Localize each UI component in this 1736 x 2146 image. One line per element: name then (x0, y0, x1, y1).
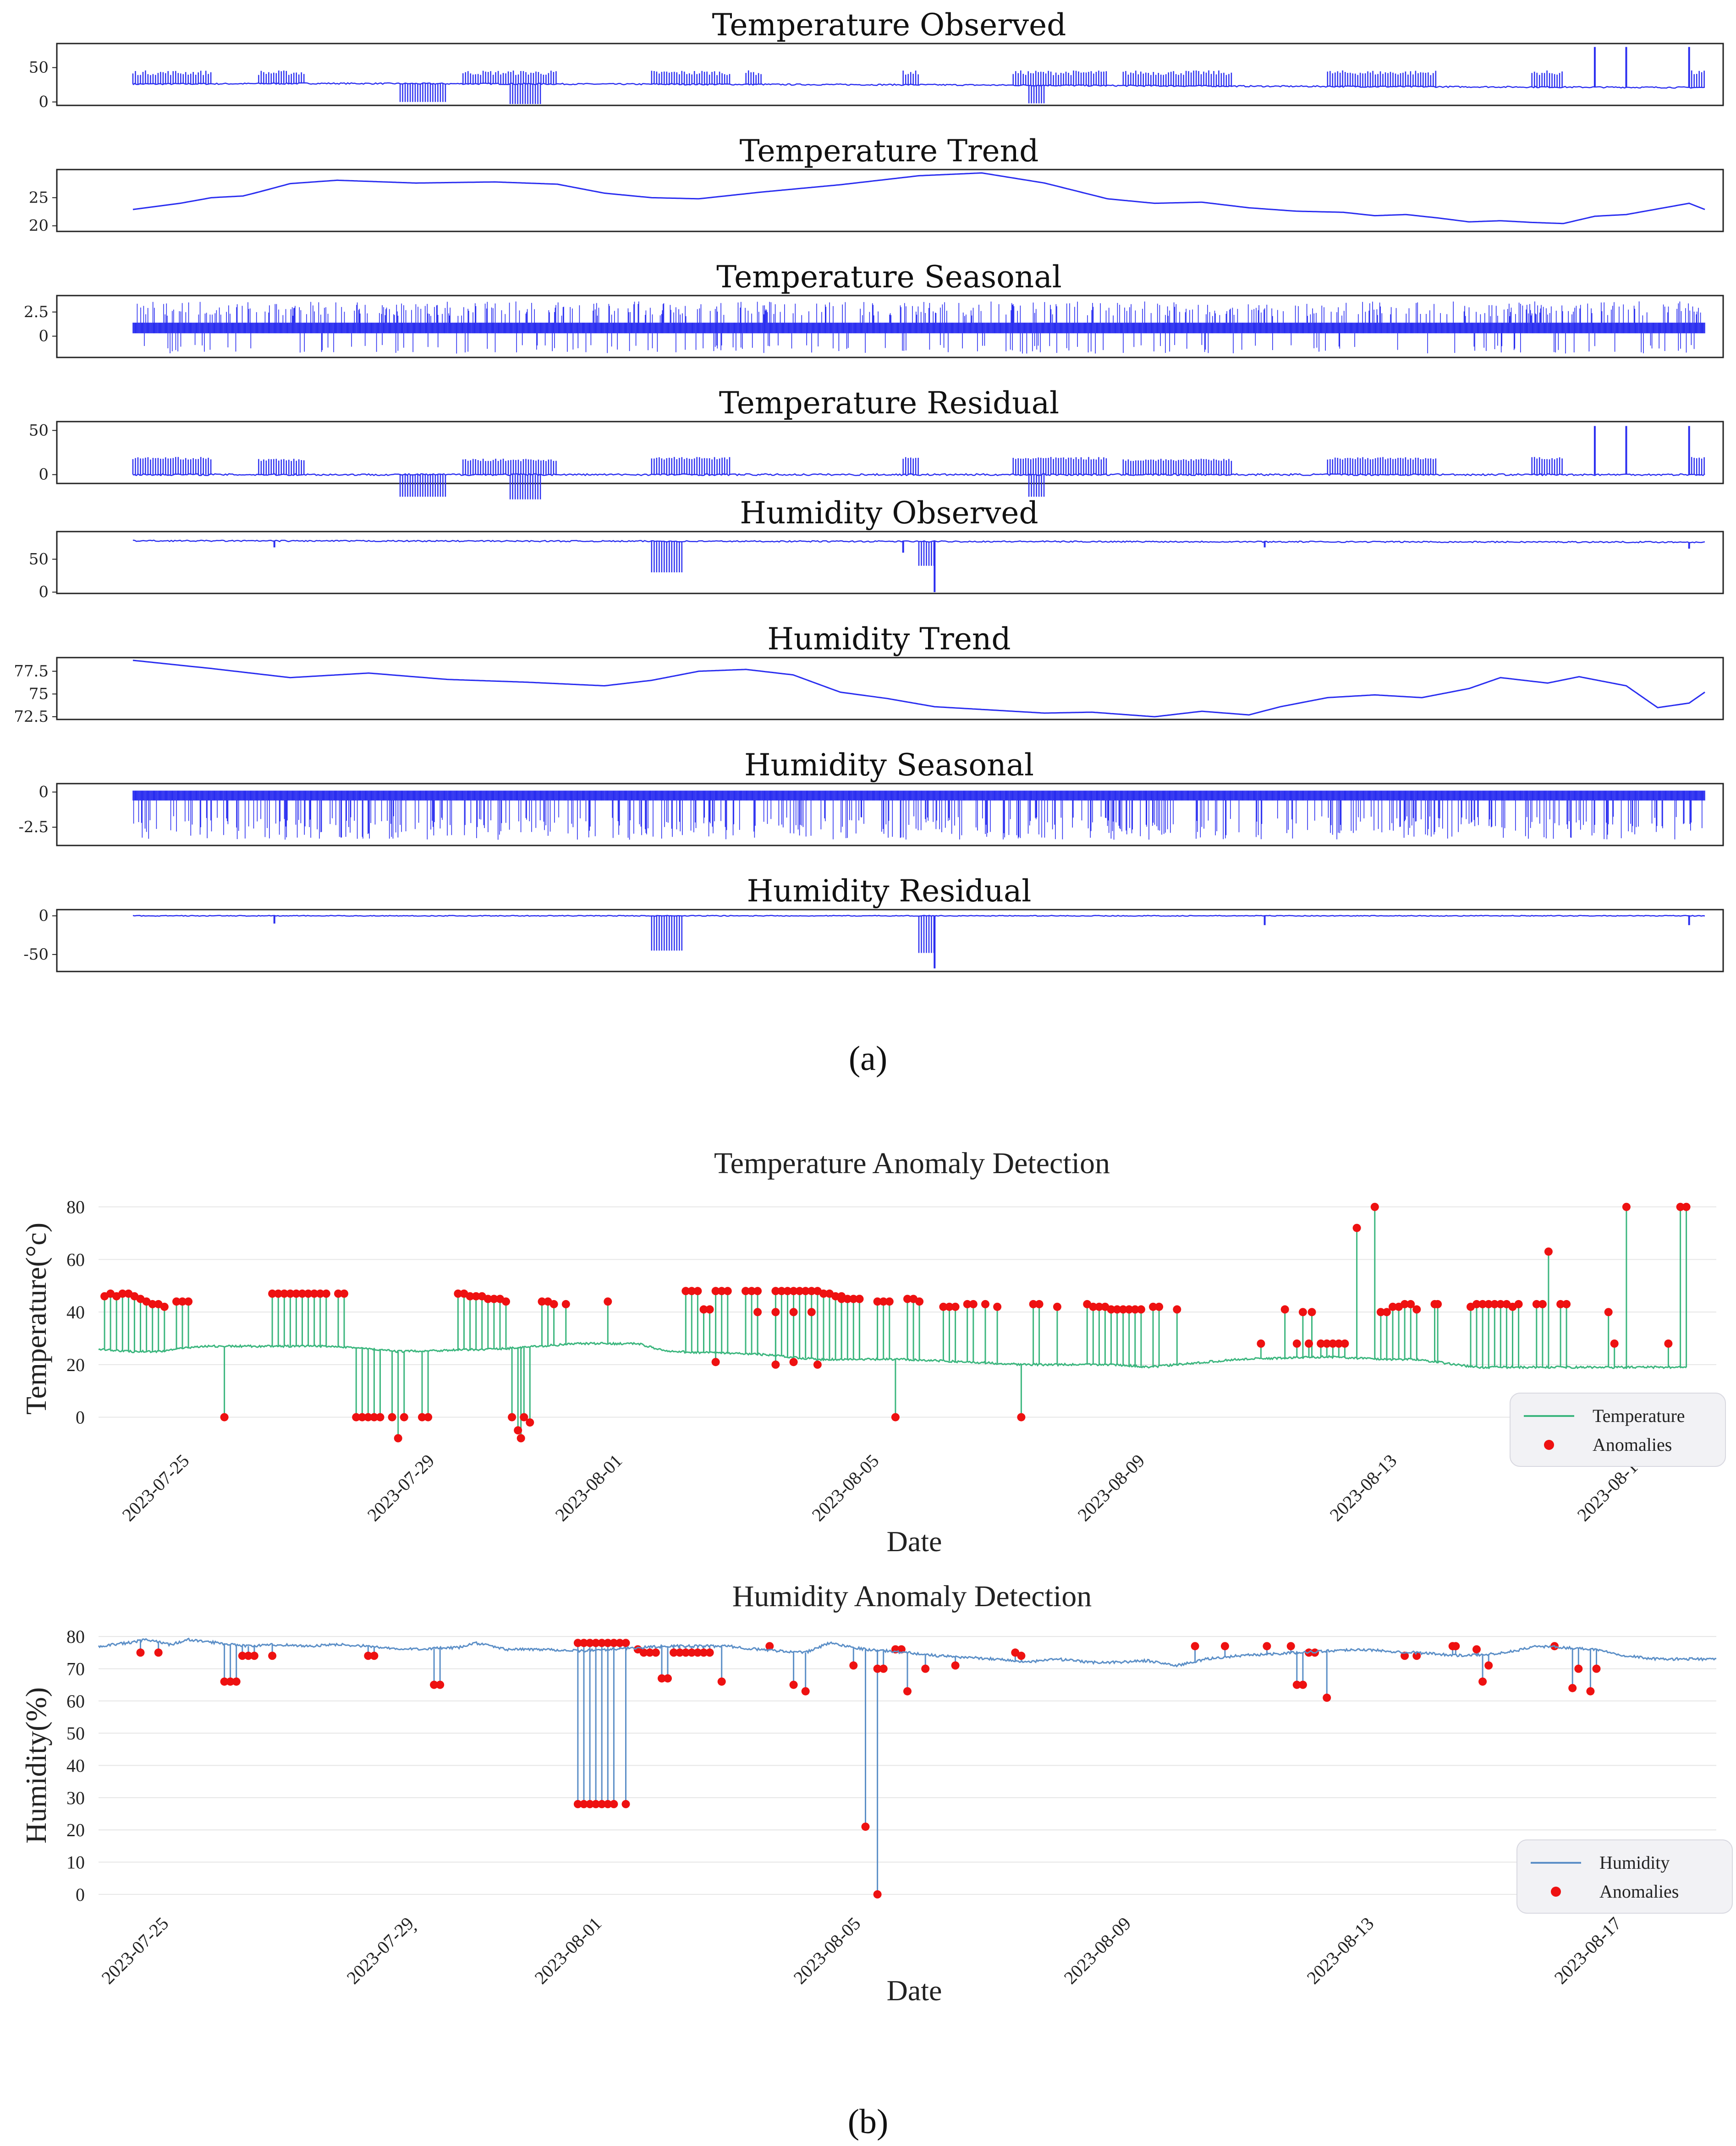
panel-frame (56, 421, 1724, 484)
y-tick-label: 77.5 (14, 662, 49, 681)
panel-title: Temperature Trend (740, 133, 1039, 169)
spike-group (132, 426, 1705, 499)
y-tick-label: 75 (29, 685, 49, 703)
panel-title: Humidity Seasonal (744, 747, 1034, 783)
panel-frame (56, 531, 1724, 594)
decomp-panel-2: Temperature Trend 20 25 (29, 133, 1724, 235)
panel-frame (56, 295, 1724, 358)
series-line (132, 82, 1705, 89)
y-tick-label: 50 (29, 550, 49, 568)
series-line (132, 473, 1705, 477)
decomp-panel-1: Temperature Observed 0 50 (29, 7, 1724, 111)
decomp-panel-7: Humidity Seasonal -2.5 0 (18, 747, 1724, 846)
y-tick-label: 2.5 (24, 303, 49, 321)
seasonal-spikes (132, 790, 1705, 840)
decomp-panel-3: Temperature Seasonal 0 2.5 (24, 259, 1724, 358)
y-tick-label: 0 (38, 466, 49, 484)
panel-title: Humidity Trend (767, 621, 1011, 657)
spike-group (132, 47, 1705, 104)
spike-group (273, 541, 1690, 593)
panel-frame (56, 783, 1724, 846)
figure-part-a: Temperature Observed 0 50 Temperature Trend… (14, 7, 1724, 972)
y-tick-label: -2.5 (18, 818, 49, 836)
y-tick-label: 0 (38, 93, 49, 111)
y-tick-label: 0 (38, 327, 49, 346)
y-tick-label: 0 (38, 583, 49, 601)
panel-title: Temperature Seasonal (716, 259, 1062, 295)
panel-frame (56, 43, 1724, 106)
y-tick-label: 50 (29, 421, 49, 439)
panel-title: Temperature Observed (712, 7, 1066, 43)
seasonal-spikes (132, 301, 1705, 354)
y-tick-label: 25 (29, 188, 49, 207)
trend-line (132, 172, 1705, 225)
trend-line (132, 659, 1705, 718)
y-tick-label: 72.5 (14, 708, 49, 726)
panel-frame (56, 657, 1724, 720)
y-tick-label: 50 (29, 59, 49, 77)
decomp-panel-4: Temperature Residual 0 50 (29, 385, 1724, 499)
decomp-panel-6: Humidity Trend 72.5 75 77.5 (14, 621, 1724, 726)
y-tick-label: 0 (38, 783, 49, 801)
panel-title: Temperature Residual (719, 385, 1059, 421)
panel-title: Humidity Observed (740, 495, 1038, 531)
panel-frame (56, 169, 1724, 232)
decomp-panel-5: Humidity Observed 0 50 (29, 495, 1724, 601)
y-tick-label: 20 (29, 217, 49, 235)
